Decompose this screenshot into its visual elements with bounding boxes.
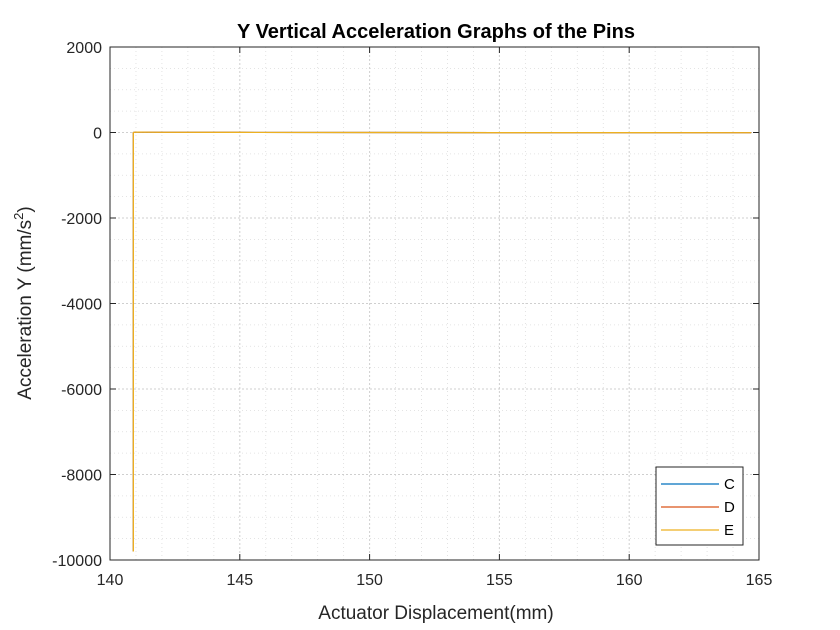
y-axis-label-superscript: 2 xyxy=(11,213,26,220)
y-axis-ticks: -10000 -8000 -6000 -4000 -2000 0 2000 xyxy=(52,40,759,570)
legend-box xyxy=(655,466,744,546)
x-tick-label: 165 xyxy=(746,572,773,589)
y-tick-label: -2000 xyxy=(61,211,102,228)
y-tick-label: 2000 xyxy=(66,40,102,57)
legend-label-e: E xyxy=(724,522,734,539)
y-tick-label: 0 xyxy=(93,126,102,143)
series-lines xyxy=(132,131,752,552)
x-tick-label: 160 xyxy=(616,572,643,589)
y-tick-label: -4000 xyxy=(61,297,102,314)
x-axis-label: Actuator Displacement(mm) xyxy=(318,603,553,624)
y-tick-label: -6000 xyxy=(61,382,102,399)
legend: CDE xyxy=(655,466,744,546)
x-tick-label: 145 xyxy=(226,572,253,589)
x-tick-label: 150 xyxy=(356,572,383,589)
x-tick-label: 140 xyxy=(97,572,124,589)
y-axis-label-main: Acceleration Y (mm/s xyxy=(15,220,36,400)
series-line-e xyxy=(132,131,752,552)
x-axis-ticks: 140 145 150 155 160 165 xyxy=(97,47,773,589)
legend-label-c: C xyxy=(724,476,735,493)
chart-title: Y Vertical Acceleration Graphs of the Pi… xyxy=(237,21,635,43)
y-tick-label: -10000 xyxy=(52,553,102,570)
x-tick-label: 155 xyxy=(486,572,513,589)
y-tick-label: -8000 xyxy=(61,468,102,485)
legend-label-d: D xyxy=(724,499,735,516)
y-axis-label-tail: ) xyxy=(15,206,36,212)
y-axis-label: Acceleration Y (mm/s2) xyxy=(11,206,36,399)
